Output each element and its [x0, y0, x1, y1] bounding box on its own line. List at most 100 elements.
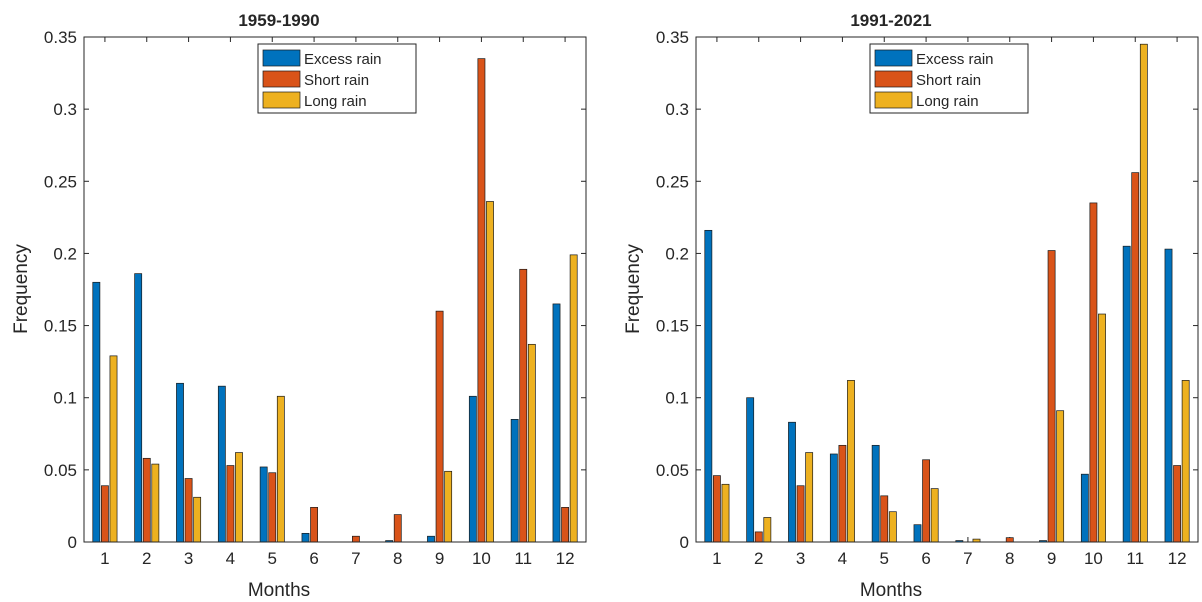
bar — [193, 496, 202, 543]
x-tick-label: 2 — [142, 549, 151, 568]
bar — [393, 514, 402, 543]
bar — [746, 397, 755, 543]
bar — [310, 507, 318, 543]
x-tick-label: 3 — [796, 549, 805, 568]
bar — [805, 452, 814, 543]
bar — [1080, 473, 1089, 543]
bar — [184, 478, 193, 543]
bar — [226, 465, 235, 543]
bar — [427, 535, 435, 543]
x-tick-label: 1 — [100, 549, 109, 568]
x-tick-label: 4 — [838, 549, 847, 568]
bar — [109, 355, 118, 543]
bar — [1089, 202, 1098, 543]
bar — [276, 395, 285, 543]
bar — [1005, 537, 1014, 543]
bar — [468, 395, 477, 543]
x-tick-label: 3 — [184, 549, 193, 568]
y-axis-label: Frequency — [623, 244, 644, 334]
y-tick-label: 0.1 — [53, 389, 77, 408]
bar — [888, 511, 897, 543]
y-tick-label: 0.35 — [44, 28, 77, 47]
y-tick-label: 0.35 — [656, 28, 689, 47]
bar — [552, 303, 561, 543]
bar — [569, 254, 578, 543]
axes-box — [83, 36, 587, 543]
y-axis-label: Frequency — [11, 244, 32, 334]
bar — [880, 495, 889, 543]
axes-box — [695, 36, 1199, 543]
y-tick-label: 0.3 — [53, 100, 77, 119]
bar — [134, 273, 143, 543]
bar — [1131, 172, 1140, 543]
y-tick-label: 0.15 — [44, 317, 77, 336]
bar — [713, 475, 721, 543]
bar — [788, 421, 796, 543]
bar — [1056, 410, 1065, 543]
legend-swatch — [262, 70, 301, 88]
legend-label: Long rain — [916, 93, 979, 110]
y-tick-label: 0.2 — [53, 244, 77, 263]
x-tick-label: 4 — [226, 549, 235, 568]
x-tick-label: 8 — [1005, 549, 1014, 568]
plot-area: 00.050.10.150.20.250.30.351 2 3 4 5 6 7 8 9 10 11 1… — [44, 28, 587, 568]
bar — [527, 343, 536, 543]
bar — [838, 444, 847, 543]
bar — [268, 472, 277, 543]
bar — [847, 380, 855, 543]
legend: Excess rain Short rain Long rain — [869, 43, 1029, 114]
bar — [301, 532, 310, 543]
bar — [871, 444, 880, 543]
x-tick-label: 10 — [472, 549, 491, 568]
bar — [217, 385, 226, 543]
x-tick-label: 11 — [514, 549, 532, 568]
x-tick-label: 7 — [963, 549, 972, 568]
y-tick-label: 0 — [68, 533, 77, 552]
legend-label: Excess rain — [304, 51, 382, 68]
bar — [235, 452, 243, 543]
x-tick-label: 12 — [556, 549, 575, 568]
x-tick-label: 5 — [268, 549, 277, 568]
y-tick-label: 0.3 — [665, 100, 689, 119]
plot-area: 00.050.10.150.20.250.30.351 2 3 4 5 6 7 8 9 10 11 1… — [656, 28, 1199, 568]
bar — [1164, 248, 1173, 543]
chart-title: 1991-2021 — [850, 11, 931, 30]
bar — [754, 531, 763, 543]
x-axis-label: Months — [860, 580, 922, 601]
x-tick-label: 6 — [309, 549, 318, 568]
y-tick-label: 0.25 — [656, 172, 689, 191]
legend-label: Long rain — [304, 93, 367, 110]
legend-label: Excess rain — [916, 51, 994, 68]
x-tick-label: 12 — [1168, 549, 1187, 568]
bar — [763, 517, 772, 543]
bar — [486, 201, 494, 543]
legend-swatch — [262, 91, 301, 109]
bar — [1122, 245, 1131, 543]
bar — [829, 453, 838, 543]
x-axis-label: Months — [248, 580, 310, 601]
y-tick-label: 0.05 — [656, 461, 689, 480]
bar — [721, 483, 730, 543]
x-tick-label: 6 — [921, 549, 930, 568]
bar — [1173, 465, 1181, 543]
bar — [142, 457, 151, 543]
bar — [435, 310, 444, 543]
y-tick-label: 0 — [680, 533, 689, 552]
x-tick-label: 1 — [712, 549, 721, 568]
legend: Excess rain Short rain Long rain — [257, 43, 417, 114]
bar — [1098, 313, 1106, 543]
bar — [913, 524, 922, 543]
x-tick-label: 2 — [754, 549, 763, 568]
x-tick-label: 9 — [1047, 549, 1056, 568]
bar — [796, 485, 805, 543]
bar — [519, 268, 528, 543]
legend-swatch — [874, 49, 913, 67]
bar — [151, 463, 160, 543]
legend-swatch — [262, 49, 301, 67]
x-tick-label: 7 — [351, 549, 360, 568]
bar — [1139, 43, 1148, 543]
bar — [1181, 380, 1190, 543]
bar — [444, 470, 453, 543]
bar — [101, 485, 109, 543]
